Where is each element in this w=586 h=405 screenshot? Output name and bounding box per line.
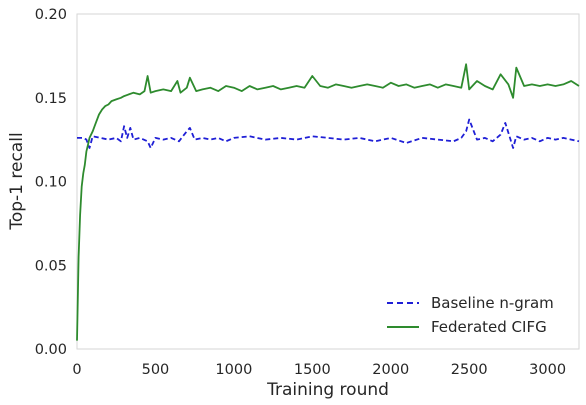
series-line-0 bbox=[77, 118, 580, 149]
x-axis-label: Training round bbox=[266, 380, 389, 400]
y-axis-label: Top-1 recall bbox=[7, 132, 27, 230]
plot-area-frame bbox=[76, 13, 580, 350]
x-tick-label: 0 bbox=[72, 362, 81, 378]
y-tick-labels: 0.00 0.05 0.10 0.15 0.20 bbox=[35, 7, 67, 358]
x-tick-label: 2000 bbox=[372, 362, 409, 378]
legend-label: Baseline n-gram bbox=[431, 294, 554, 312]
series-line-1 bbox=[76, 63, 580, 341]
legend-label: Federated CIFG bbox=[431, 318, 547, 336]
x-tick-label: 500 bbox=[142, 362, 170, 378]
x-tick-label: 1500 bbox=[294, 362, 331, 378]
x-tick-label: 3000 bbox=[529, 362, 566, 378]
legend: Baseline n-gram Federated CIFG bbox=[387, 294, 554, 336]
series-layer bbox=[76, 63, 580, 341]
y-tick-label: 0.05 bbox=[35, 258, 67, 274]
y-tick-label: 0.10 bbox=[35, 175, 67, 191]
y-tick-label: 0.15 bbox=[35, 91, 67, 107]
y-tick-label: 0.20 bbox=[35, 7, 67, 23]
x-tick-label: 2500 bbox=[451, 362, 488, 378]
x-tick-labels: 0 500 1000 1500 2000 2500 3000 bbox=[72, 362, 566, 378]
x-tick-label: 1000 bbox=[215, 362, 252, 378]
y-tick-label: 0.00 bbox=[35, 342, 67, 358]
